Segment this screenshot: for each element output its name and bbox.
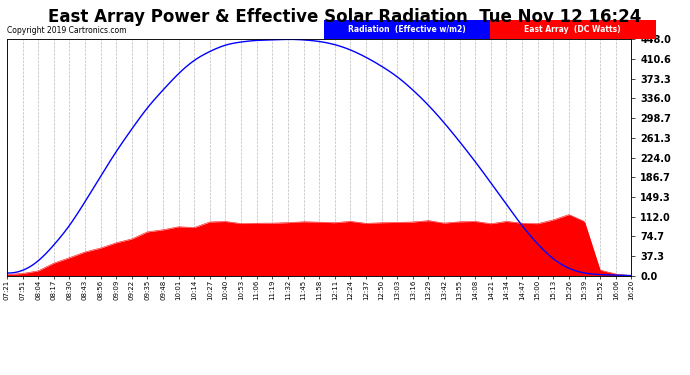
Bar	[324, 20, 490, 39]
Text: Copyright 2019 Cartronics.com: Copyright 2019 Cartronics.com	[7, 26, 126, 34]
Text: East Array Power & Effective Solar Radiation  Tue Nov 12 16:24: East Array Power & Effective Solar Radia…	[48, 8, 642, 26]
Bar	[490, 20, 656, 39]
Text: East Array  (DC Watts): East Array (DC Watts)	[524, 25, 621, 34]
Text: Radiation  (Effective w/m2): Radiation (Effective w/m2)	[348, 25, 466, 34]
